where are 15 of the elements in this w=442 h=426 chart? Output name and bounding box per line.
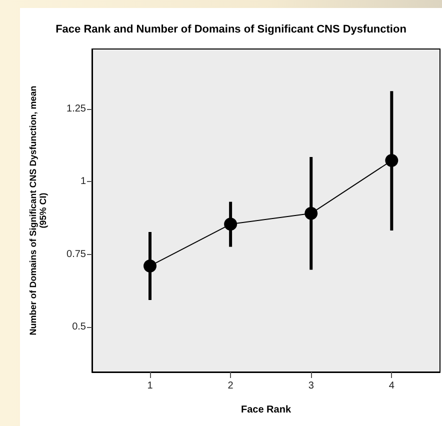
point xyxy=(224,218,238,231)
x-tick-label: 1 xyxy=(147,380,154,392)
x-tick-label: 4 xyxy=(388,380,395,392)
y-tick-label: 1 xyxy=(80,176,86,188)
point xyxy=(304,206,318,220)
x-tick-label: 3 xyxy=(308,380,314,392)
point xyxy=(385,154,398,168)
y-tick-label: 1.25 xyxy=(66,104,86,115)
y-axis-title: Number of Domains of Significant CNS Dysfunction, mean (95% CI) xyxy=(28,86,48,336)
x-tick-label: 2 xyxy=(228,380,234,392)
chart-title: Face Rank and Number of Domains of Significant CNS Dysfunction xyxy=(56,24,407,36)
y-tick-label: 0.75 xyxy=(66,248,86,260)
x-axis-title: Face Rank xyxy=(240,404,292,416)
point xyxy=(144,259,156,272)
y-tick-label: 0.5 xyxy=(72,321,86,332)
